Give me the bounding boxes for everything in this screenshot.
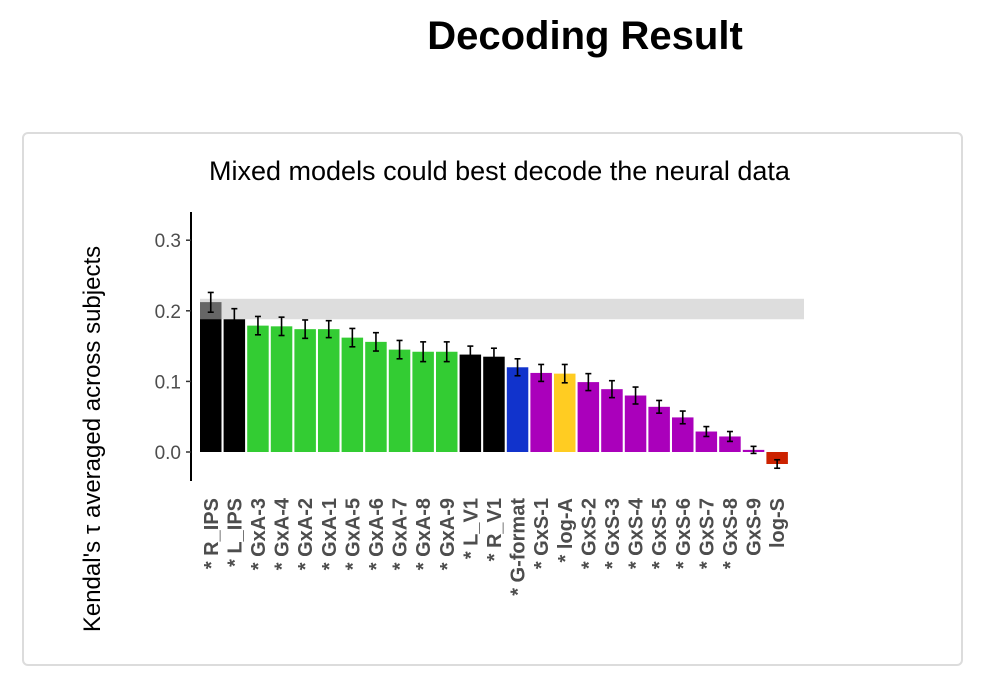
page-title: Decoding Result — [427, 14, 743, 58]
x-tick-label: * GxA-4 — [272, 497, 294, 570]
x-tick-label: * L_V1 — [460, 498, 482, 559]
x-tick-label: * GxS-3 — [602, 498, 624, 569]
bar-log-S — [766, 452, 788, 465]
bar-L_IPS — [223, 319, 246, 452]
y-tick-label: 0.0 — [155, 443, 181, 464]
y-tick-label: 0.1 — [155, 372, 181, 393]
bar-GxS-1 — [530, 372, 552, 452]
x-tick-label: * GxA-9 — [437, 498, 459, 570]
x-tick-label: * R_IPS — [201, 498, 223, 569]
bar-GxS-6 — [672, 417, 694, 452]
x-tick-label: * GxS-1 — [531, 498, 553, 569]
bar-GxA-9 — [436, 351, 458, 452]
x-tick-label: * L_IPS — [224, 498, 246, 567]
y-tick-label: 0.2 — [155, 302, 181, 323]
x-tick-label: log-S — [767, 498, 789, 548]
x-tick-label: * log-A — [555, 498, 577, 562]
bar-GxS-4 — [624, 395, 647, 452]
x-tick-label: * GxA-7 — [390, 498, 412, 570]
noise-ceiling-band — [200, 298, 804, 320]
x-tick-label: * GxA-1 — [319, 498, 341, 570]
x-tick-label: * G-format — [508, 498, 530, 596]
bar-log-A — [554, 373, 576, 452]
bar-GxS-2 — [577, 382, 600, 452]
x-tick-label: * GxA-6 — [366, 498, 388, 570]
x-tick-label: * GxS-7 — [696, 498, 718, 569]
x-tick-label: GxS-9 — [744, 498, 766, 556]
bar-GxA-4 — [270, 326, 293, 452]
bar-GxS-5 — [648, 406, 670, 452]
bar-GxA-1 — [318, 329, 340, 452]
chart-title: Mixed models could best decode the neura… — [209, 156, 791, 186]
y-axis-title: Kendal's τ averaged across subjects — [79, 246, 106, 632]
bar-GxS-8 — [719, 436, 741, 452]
bar-GxA-6 — [365, 341, 387, 452]
bar-GxA-3 — [247, 325, 269, 452]
x-tick-label: * GxS-4 — [626, 497, 648, 569]
x-tick-label: * GxA-3 — [248, 498, 270, 570]
x-tick-label: * GxS-8 — [720, 498, 742, 569]
bar-L_V1 — [459, 354, 482, 452]
bar-R_IPS — [200, 302, 222, 452]
bar-GxA-2 — [294, 329, 316, 452]
x-tick-label: * GxA-5 — [342, 498, 364, 570]
x-tick-label: * GxS-6 — [673, 498, 695, 569]
bar-GxS-7 — [695, 431, 718, 452]
x-tick-label: * R_V1 — [484, 498, 506, 561]
bar-R_V1 — [483, 356, 505, 452]
y-tick-label: 0.3 — [155, 231, 181, 252]
bar-GxA-5 — [341, 337, 364, 452]
bar-GxS-3 — [601, 389, 623, 452]
chart-panel: Mixed models could best decode the neura… — [22, 132, 963, 666]
bar-G-format — [506, 367, 529, 452]
decoding-bar-chart: Mixed models could best decode the neura… — [79, 156, 804, 632]
x-tick-label: * GxS-2 — [578, 498, 600, 569]
bar-GxA-8 — [412, 351, 434, 452]
x-tick-label: * GxA-2 — [295, 498, 317, 570]
x-tick-label: * GxS-5 — [649, 498, 671, 569]
bar-GxA-7 — [388, 349, 411, 452]
x-tick-label: * GxA-8 — [413, 498, 435, 570]
